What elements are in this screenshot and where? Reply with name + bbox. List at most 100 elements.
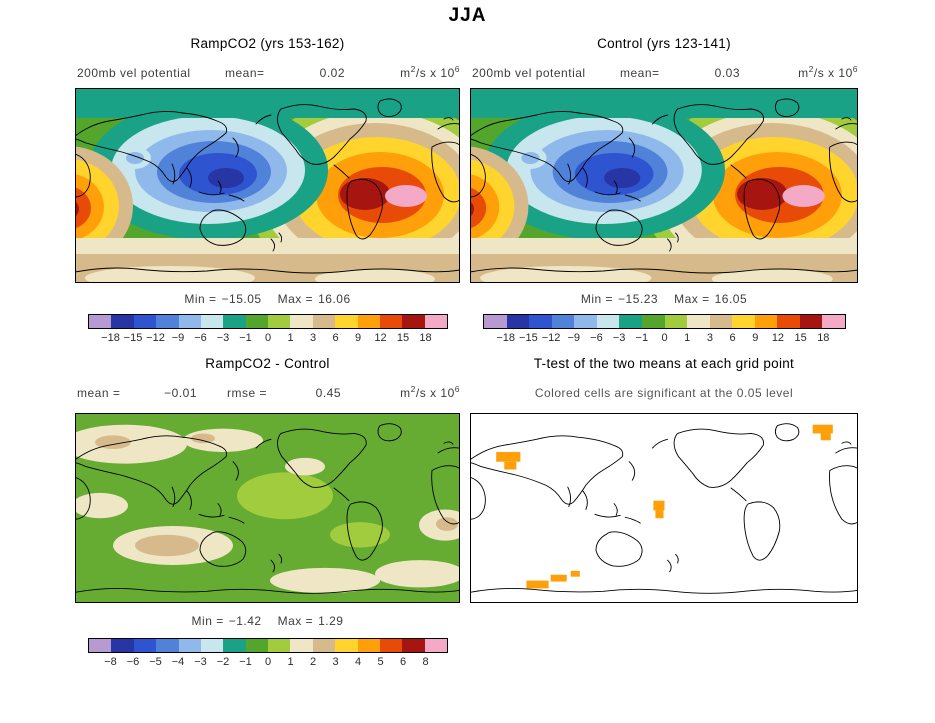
colorbar-segment <box>379 639 403 652</box>
colorbar-tick-label: 1 <box>287 656 294 668</box>
colorbar-tick-label: 8 <box>422 656 429 668</box>
colorbar-tick-label: −6 <box>194 332 207 344</box>
colorbar-tick-label: 0 <box>661 332 668 344</box>
colorbar-segment <box>111 639 134 652</box>
max-label: Max = <box>277 292 314 306</box>
rampco2-colorbar <box>88 314 448 329</box>
colorbar-segment <box>335 639 358 652</box>
min-label: Min = <box>184 292 217 306</box>
units-base: m <box>400 66 411 80</box>
mean-value: 0.03 <box>714 66 740 80</box>
colorbar-tick-label: 12 <box>771 332 785 344</box>
colorbar-tick-label: 9 <box>354 332 362 344</box>
colorbar-segment <box>379 315 403 328</box>
colorbar-segment <box>133 315 157 328</box>
colorbar-tick-label: −15 <box>519 332 538 344</box>
colorbar-tick-label: −5 <box>149 656 162 668</box>
colorbar-segment <box>641 315 665 328</box>
mean-value: 0.02 <box>319 66 345 80</box>
colorbar-tick-label: −15 <box>123 332 143 344</box>
colorbar-segment <box>402 639 425 652</box>
colorbar-tick-label: −4 <box>171 656 185 668</box>
colorbar-tick-label: −1 <box>239 332 252 344</box>
colorbar-tick-label: 15 <box>794 332 807 344</box>
colorbar-segment <box>424 639 447 652</box>
colorbar-tick-label: 2 <box>309 656 317 668</box>
colorbar-segment <box>290 639 313 652</box>
colorbar-tick-label: 12 <box>374 332 387 344</box>
map-frame <box>470 88 858 283</box>
ttest-title: T-test of the two means at each grid poi… <box>533 356 795 371</box>
colorbar-segment <box>156 315 179 328</box>
colorbar-segment <box>551 315 575 328</box>
colorbar-tick-label: 1 <box>684 332 691 344</box>
colorbar-segment <box>268 639 291 652</box>
rampco2-colorbar-ticks: −18 −15 −12 −9 −6 −3 −1 0 1 3 6 9 12 15 18 <box>88 332 448 346</box>
colorbar-tick-label: −1 <box>635 332 649 344</box>
colorbar-tick-label: 3 <box>332 656 339 668</box>
colorbar-segment <box>664 315 688 328</box>
colorbar-tick-label: 3 <box>706 332 713 344</box>
units-exp2: 6 <box>852 64 858 74</box>
field-label: 200mb vel potential <box>472 66 586 80</box>
rampco2-map <box>75 88 460 283</box>
colorbar-tick-label: 0 <box>264 656 272 668</box>
colorbar-tick-label: −12 <box>146 332 165 344</box>
control-colorbar <box>483 314 846 329</box>
colorbar-tick-label: 3 <box>309 332 317 344</box>
min-value: −15.23 <box>618 292 659 306</box>
colorbar-tick-label: 5 <box>377 656 384 668</box>
units-exp1: 2 <box>808 64 814 74</box>
mean-label: mean = <box>77 386 121 400</box>
colorbar-tick-label: −1 <box>239 656 252 668</box>
panel-control: Control (yrs 123-141) 200mb vel potentia… <box>470 36 858 351</box>
difference-title: RampCO2 - Control <box>205 356 330 371</box>
ttest-map <box>470 413 858 603</box>
colorbar-segment <box>111 315 134 328</box>
rampco2-minmax: Min = −15.05 Max = 16.06 <box>75 292 460 306</box>
colorbar-tick-label: −3 <box>194 656 207 668</box>
max-value: 1.29 <box>318 614 344 628</box>
colorbar-segment <box>822 315 845 328</box>
colorbar-segment <box>335 315 358 328</box>
colorbar-tick-label: −8 <box>104 656 117 668</box>
map-frame <box>470 413 858 603</box>
min-value: −1.42 <box>228 614 262 628</box>
colorbar-segment <box>133 639 157 652</box>
control-colorbar-ticks: −18 −15 −12 −9 −6 −3 −1 0 1 3 6 9 12 15 18 <box>483 332 846 346</box>
colorbar-segment <box>200 315 224 328</box>
colorbar-segment <box>312 315 336 328</box>
colorbar-tick-label: −12 <box>541 332 561 344</box>
colorbar-segment <box>529 315 552 328</box>
colorbar-segment <box>89 315 112 328</box>
map-frame <box>75 413 460 603</box>
colorbar-segment <box>89 639 112 652</box>
rampco2-title: RampCO2 (yrs 153-162) <box>190 36 345 51</box>
figure-title: JJA <box>448 5 487 26</box>
colorbar-segment <box>312 639 336 652</box>
colorbar-tick-label: −9 <box>171 332 185 344</box>
field-label: 200mb vel potential <box>77 66 191 80</box>
difference-map <box>75 413 460 603</box>
control-minmax: Min = −15.23 Max = 16.05 <box>470 292 858 306</box>
colorbar-segment <box>506 315 530 328</box>
units-exp2: 6 <box>454 384 460 394</box>
colorbar-segment <box>484 315 507 328</box>
colorbar-tick-label: 6 <box>729 332 736 344</box>
colorbar-tick-label: −3 <box>216 332 230 344</box>
colorbar-tick-label: 9 <box>752 332 759 344</box>
difference-colorbar <box>88 638 448 653</box>
difference-meta-row: mean = −0.01 rmse = 0.45 m2/s x 106 <box>75 384 460 404</box>
colorbar-tick-label: −3 <box>612 332 626 344</box>
ttest-subtitle: Colored cells are significant at the 0.0… <box>534 386 794 400</box>
units-exp1: 2 <box>410 384 416 394</box>
colorbar-tick-label: −6 <box>590 332 603 344</box>
colorbar-segment <box>777 315 800 328</box>
units-mid: /s x 10 <box>415 386 455 400</box>
colorbar-segment <box>245 315 268 328</box>
colorbar-tick-label: −18 <box>496 332 516 344</box>
max-value: 16.05 <box>714 292 748 306</box>
colorbar-segment <box>178 315 201 328</box>
colorbar-segment <box>290 315 313 328</box>
